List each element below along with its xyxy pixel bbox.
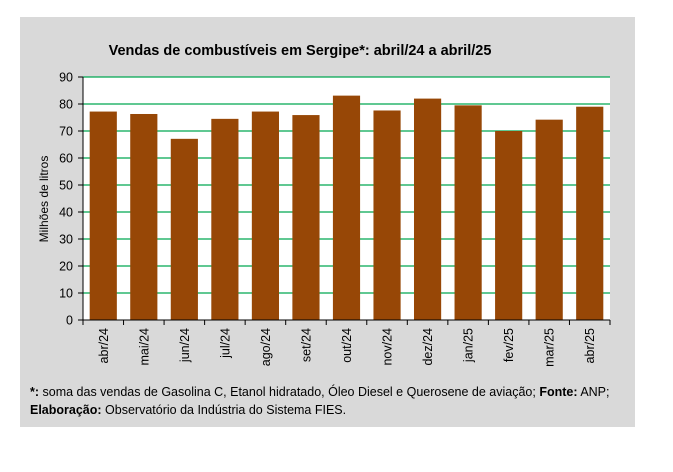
- bars: [89, 95, 604, 321]
- footnote-credit-label: Elaboração:: [30, 403, 102, 417]
- bar: [89, 111, 117, 320]
- bar: [454, 105, 482, 320]
- footnote-marker: *:: [30, 385, 40, 399]
- y-tick-label: 80: [59, 98, 73, 112]
- x-tick-labels: abr/24 mai/24 jun/24 jul/24 ago/24 set/24 out/…: [97, 328, 597, 367]
- footnote-credit: Observatório da Indústria do Sistema FIE…: [101, 403, 347, 417]
- x-tick-label: jun/24: [178, 328, 192, 363]
- footnote-description: soma das vendas de Gasolina C, Etanol hi…: [39, 385, 540, 399]
- y-tick-label: 60: [59, 152, 73, 166]
- y-tick-label: 10: [59, 287, 73, 301]
- y-tick-label: 0: [66, 314, 73, 328]
- x-tick-label: dez/24: [421, 328, 435, 366]
- y-tick-label: 40: [59, 206, 73, 220]
- bar: [413, 98, 442, 320]
- x-tick-label: abr/24: [97, 328, 111, 363]
- axes: [78, 76, 611, 325]
- bar: [332, 95, 361, 320]
- y-tick-label: 20: [59, 260, 73, 274]
- bar: [170, 138, 198, 320]
- x-tick-label: jul/24: [218, 328, 232, 359]
- y-tick-label: 50: [59, 179, 73, 193]
- x-tick-label: jan/25: [462, 328, 476, 363]
- y-axis-label: Milhões de litros: [37, 156, 51, 243]
- bar: [373, 110, 401, 320]
- x-tick-label: abr/25: [583, 328, 597, 363]
- footnote-source-label: Fonte:: [539, 385, 578, 399]
- bar: [292, 115, 320, 320]
- x-tick-label: out/24: [340, 328, 354, 363]
- x-tick-label: nov/24: [381, 328, 395, 366]
- bar: [130, 113, 158, 321]
- bar: [251, 111, 280, 320]
- bar: [211, 118, 239, 320]
- y-tick-labels: 0 10 20 30 40 50 60 70 80 90: [59, 71, 73, 328]
- x-tick-label: ago/24: [259, 328, 273, 366]
- y-tick-label: 70: [59, 125, 73, 139]
- bar: [535, 119, 563, 320]
- y-tick-label: 90: [59, 71, 73, 85]
- x-tick-label: mai/24: [137, 328, 151, 366]
- footnote-line-1: *: soma das vendas de Gasolina C, Etanol…: [30, 383, 630, 401]
- x-tick-label: fev/25: [502, 328, 516, 362]
- y-tick-label: 30: [59, 233, 73, 247]
- footnote: *: soma das vendas de Gasolina C, Etanol…: [30, 383, 630, 419]
- chart-title: Vendas de combustíveis em Sergipe*: abri…: [109, 43, 492, 59]
- bar: [495, 131, 523, 320]
- x-tick-label: set/24: [299, 328, 313, 362]
- footnote-source: ANP;: [577, 385, 610, 399]
- footnote-line-2: Elaboração: Observatório da Indústria do…: [30, 401, 630, 419]
- x-tick-label: mar/25: [543, 328, 557, 367]
- bar: [576, 106, 604, 320]
